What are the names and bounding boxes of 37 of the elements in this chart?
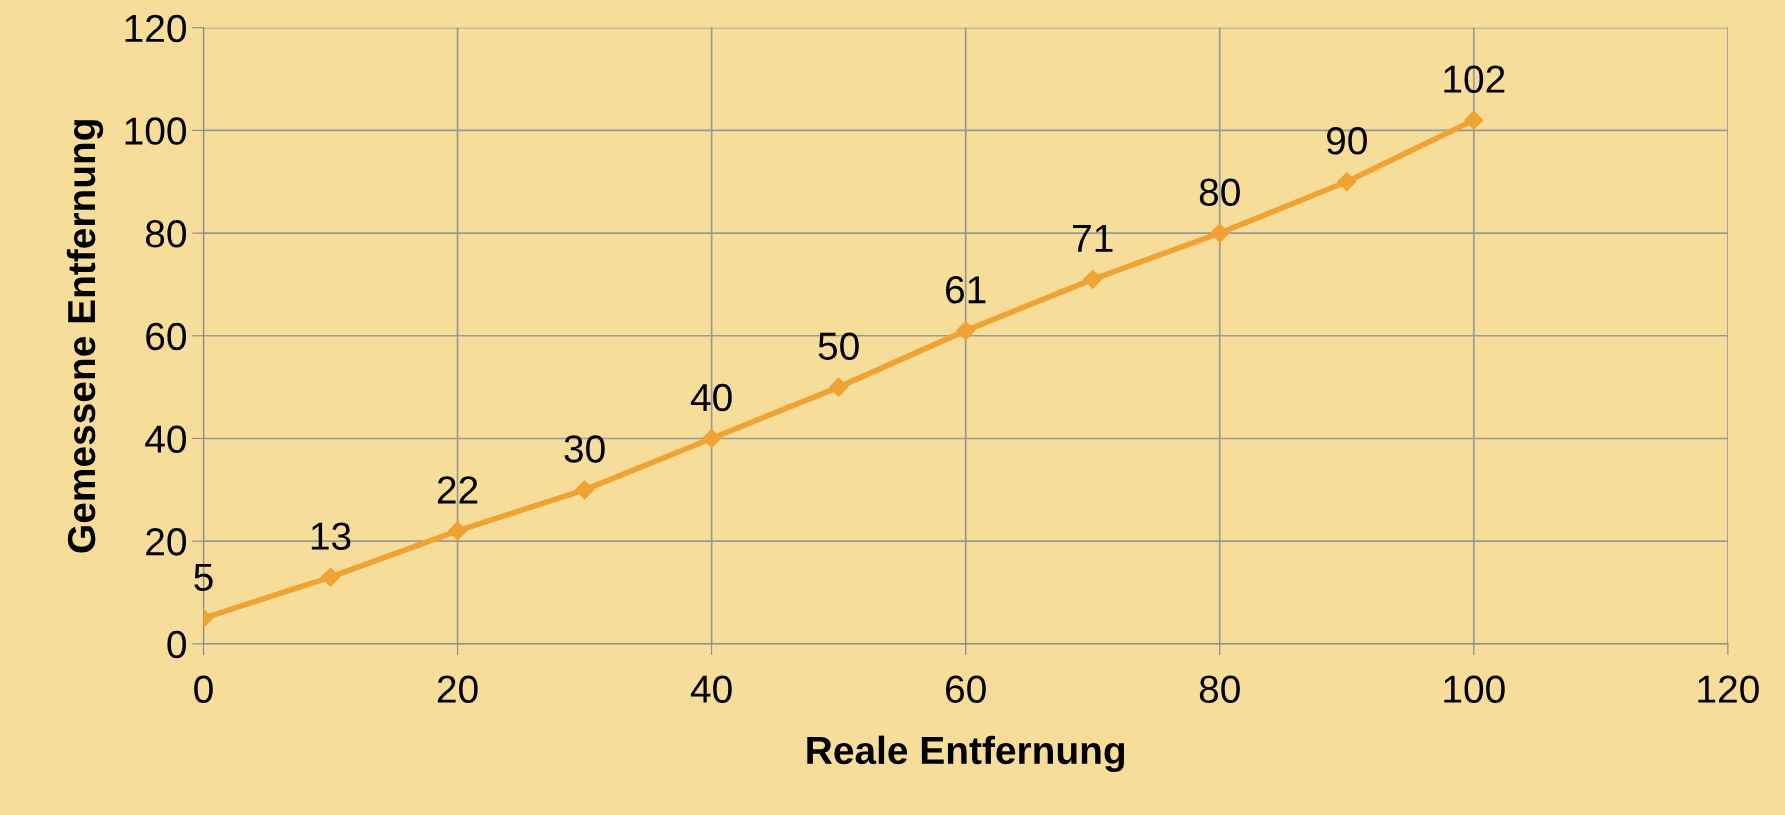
point — [956, 321, 976, 341]
data-label: 50 — [818, 332, 859, 360]
point — [448, 521, 468, 541]
data-label: 5 — [194, 563, 213, 592]
y-tick-label: 40 — [145, 425, 186, 453]
y-axis-title: Gemessene Entfernung — [66, 120, 104, 553]
x-tick-label: 120 — [1698, 675, 1759, 703]
x-tick-label: 40 — [690, 675, 732, 703]
y-tick-label: 20 — [146, 528, 186, 556]
point — [829, 377, 849, 397]
x-tick-label: 100 — [1444, 675, 1505, 703]
y-tick-label: 60 — [146, 322, 186, 351]
point — [575, 480, 595, 500]
x-tick-label: 80 — [1199, 675, 1240, 703]
data-label: 102 — [1444, 65, 1505, 93]
data-label: 71 — [1073, 225, 1113, 252]
point — [1337, 172, 1357, 192]
x-tick-label: 20 — [437, 675, 478, 703]
y-tick-label: 80 — [145, 220, 186, 248]
data-label: 40 — [690, 383, 732, 412]
data-label: 13 — [311, 522, 351, 550]
y-tick-label: 100 — [125, 117, 186, 145]
point — [320, 567, 341, 587]
point — [1210, 223, 1230, 243]
y-tick-label: 0 — [167, 630, 186, 659]
data-label: 80 — [1199, 178, 1240, 206]
data-label: 30 — [564, 435, 605, 463]
data-label: 22 — [437, 476, 478, 504]
x-tick-label: 0 — [194, 675, 213, 703]
y-tick-label: 120 — [125, 14, 186, 43]
x-axis-title: Reale Entfernung — [807, 735, 1125, 773]
point — [702, 428, 722, 449]
point — [1464, 110, 1484, 130]
point — [1083, 269, 1103, 289]
data-label: 90 — [1326, 127, 1367, 155]
data-label: 61 — [946, 275, 986, 304]
x-tick-label: 60 — [946, 675, 986, 703]
